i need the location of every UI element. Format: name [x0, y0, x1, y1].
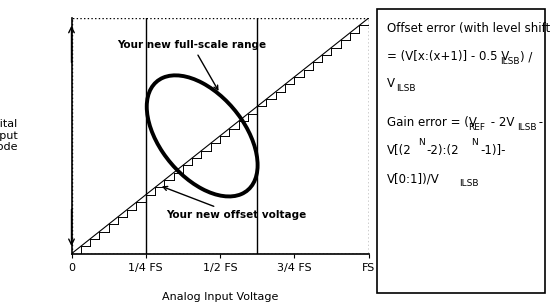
Text: ILSB: ILSB: [396, 84, 416, 93]
Text: V: V: [387, 77, 395, 90]
Text: Gain error = (V: Gain error = (V: [387, 115, 477, 129]
Text: V[(2: V[(2: [387, 144, 411, 157]
Text: N: N: [418, 138, 425, 147]
Text: ILSB: ILSB: [517, 123, 536, 132]
Text: ILSB: ILSB: [500, 57, 520, 66]
Text: N: N: [471, 138, 478, 147]
Text: Offset error (with level shift): Offset error (with level shift): [387, 22, 550, 35]
Text: Your new offset voltage: Your new offset voltage: [163, 186, 307, 220]
Text: Your new full-scale range: Your new full-scale range: [118, 40, 267, 90]
Text: -: -: [535, 115, 543, 129]
Y-axis label: Digital
Output
Code: Digital Output Code: [0, 119, 18, 153]
Text: REF: REF: [468, 123, 485, 132]
Text: - 2V: - 2V: [487, 115, 514, 129]
Text: = (V[x:(x+1)] - 0.5 V: = (V[x:(x+1)] - 0.5 V: [387, 50, 509, 63]
Text: ILSB: ILSB: [459, 179, 478, 188]
Text: ) /: ) /: [520, 50, 532, 63]
Text: -1)]-: -1)]-: [480, 144, 505, 157]
Text: -2):(2: -2):(2: [426, 144, 459, 157]
X-axis label: Analog Input Voltage: Analog Input Voltage: [162, 292, 278, 302]
Text: V[0:1])/V: V[0:1])/V: [387, 172, 439, 185]
